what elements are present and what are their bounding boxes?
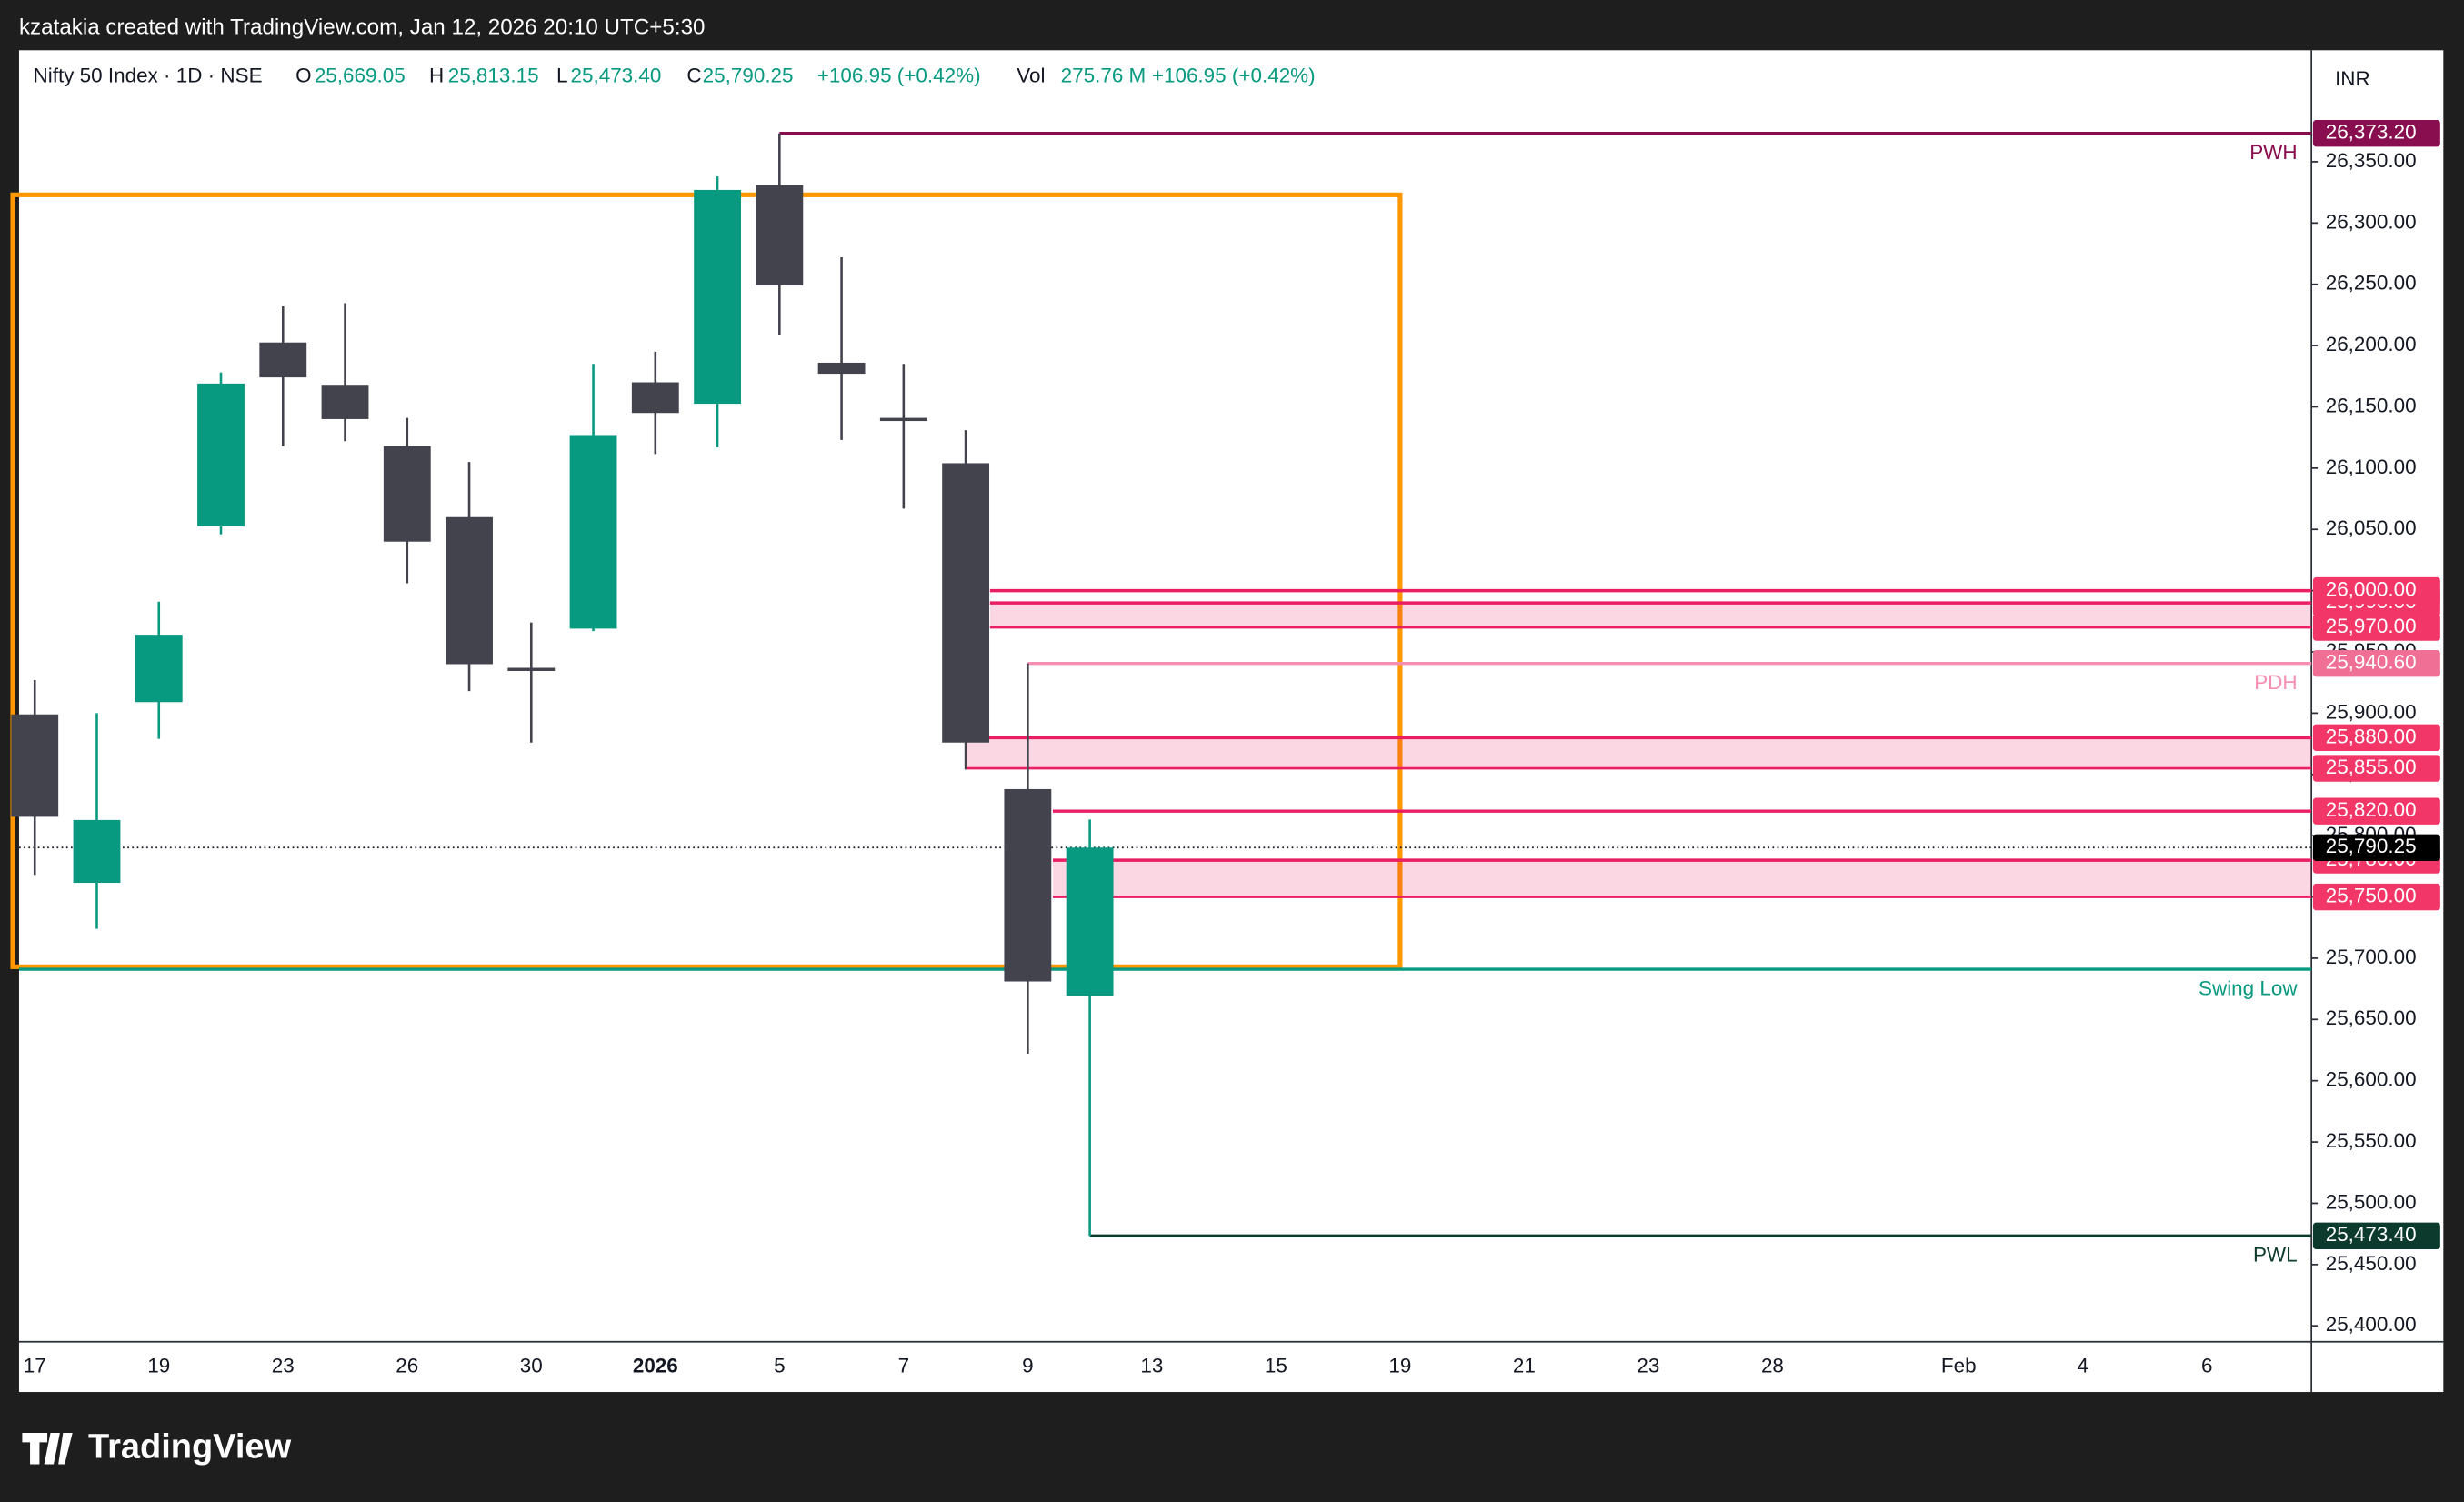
candle-body [631,382,679,414]
legend-change: +106.95 (+0.42%) [817,65,981,87]
y-tick-label: 26,200.00 [2326,333,2417,355]
legend-value: 25,790.25 [703,65,794,87]
candle-body [507,667,556,671]
zone [1053,860,2312,897]
candle-body [446,516,493,665]
legend-value: 25,669.05 [315,65,406,87]
level-name: PWH [2249,141,2297,164]
y-tick-label: 25,500.00 [2326,1190,2417,1213]
candle-body [73,819,121,884]
candle-body [383,446,431,542]
legend-vol-key: Vol [1017,65,1045,87]
candle-body [756,185,804,286]
candle-body [259,342,307,378]
y-tick-label: 26,250.00 [2326,272,2417,295]
y-tick-label: 26,150.00 [2326,394,2417,416]
y-tick-label: 26,300.00 [2326,210,2417,233]
candle-body [1004,788,1052,982]
brand-name: TradingView [88,1427,292,1466]
x-tick-label: 21 [1513,1354,1536,1377]
legend-key: O [295,65,311,87]
legend-vol: 275.76 M [1061,65,1147,87]
x-tick-label: 19 [147,1354,170,1377]
legend-key: H [429,65,444,87]
legend-value: 25,813.15 [448,65,539,87]
price-label-bg [2312,883,2440,911]
candle-body [879,417,927,422]
candle-body [11,714,59,817]
candle-body [942,463,990,743]
x-tick-label: 5 [774,1354,786,1377]
candle-body [1066,847,1114,996]
x-tick-label: 28 [1761,1354,1784,1377]
candle-body [569,435,617,629]
price-label: 25,880.00 [2326,725,2417,747]
x-tick-label: 26 [396,1354,418,1377]
x-tick-label: 9 [1022,1354,1033,1377]
price-label: 26,000.00 [2326,578,2417,601]
price-label-bg [2312,797,2440,825]
x-tick-label: 7 [898,1354,910,1377]
price-label-bg [2312,649,2440,677]
x-tick-label: 23 [1637,1354,1659,1377]
x-tick-label: Feb [1941,1354,1977,1377]
level-name: PWL [2253,1244,2298,1267]
legend-vol-change: +106.95 (+0.42%) [1152,65,1316,87]
x-tick-label: 30 [520,1354,543,1377]
currency: INR [2335,67,2370,90]
price-label: 25,970.00 [2326,615,2417,637]
price-label: 25,750.00 [2326,884,2417,906]
price-label-bg [2312,755,2440,782]
price-label: 26,373.20 [2326,121,2417,144]
y-tick-label: 25,550.00 [2326,1129,2417,1152]
price-label-bg [2312,119,2440,147]
x-tick-label: 2026 [633,1354,678,1377]
price-label-bg [2312,724,2440,752]
price-label: 25,473.40 [2326,1223,2417,1246]
y-tick-label: 26,100.00 [2326,456,2417,478]
zone [965,737,2312,769]
symbol: Nifty 50 Index · 1D · NSE [34,65,263,87]
y-tick-label: 25,900.00 [2326,700,2417,723]
y-tick-label: 25,700.00 [2326,946,2417,968]
y-tick-label: 25,400.00 [2326,1313,2417,1336]
price-label: 25,855.00 [2326,756,2417,778]
chart-pane [18,50,2444,1393]
level-name: Swing Low [2199,976,2298,999]
price-label: 25,790.25 [2326,835,2417,857]
x-tick-label: 17 [24,1354,46,1377]
price-label: 25,820.00 [2326,798,2417,821]
level-name: PDH [2254,671,2297,694]
y-tick-label: 25,450.00 [2326,1252,2417,1275]
y-tick-label: 26,050.00 [2326,516,2417,539]
price-label-bg [2312,1222,2440,1249]
x-tick-label: 19 [1388,1354,1411,1377]
x-tick-label: 15 [1265,1354,1287,1377]
attribution: kzatakia created with TradingView.com, J… [19,15,706,39]
price-label-bg [2312,834,2440,861]
price-label-bg [2312,576,2440,605]
zone [989,603,2312,628]
price-label: 25,940.60 [2326,651,2417,674]
y-tick-label: 26,350.00 [2326,149,2417,172]
legend-value: 25,473.40 [570,65,661,87]
price-label-bg [2312,614,2440,641]
legend-key: L [556,65,568,87]
x-tick-label: 23 [272,1354,295,1377]
legend-key: C [686,65,701,87]
candle-body [197,383,245,526]
y-tick-label: 25,600.00 [2326,1068,2417,1091]
candle-body [321,385,369,419]
x-tick-label: 6 [2201,1354,2213,1377]
x-tick-label: 4 [2077,1354,2088,1377]
x-tick-label: 13 [1140,1354,1163,1377]
candle-body [694,189,741,405]
y-tick-label: 25,650.00 [2326,1006,2417,1029]
candle-body [135,635,183,703]
candle-body [817,362,866,375]
